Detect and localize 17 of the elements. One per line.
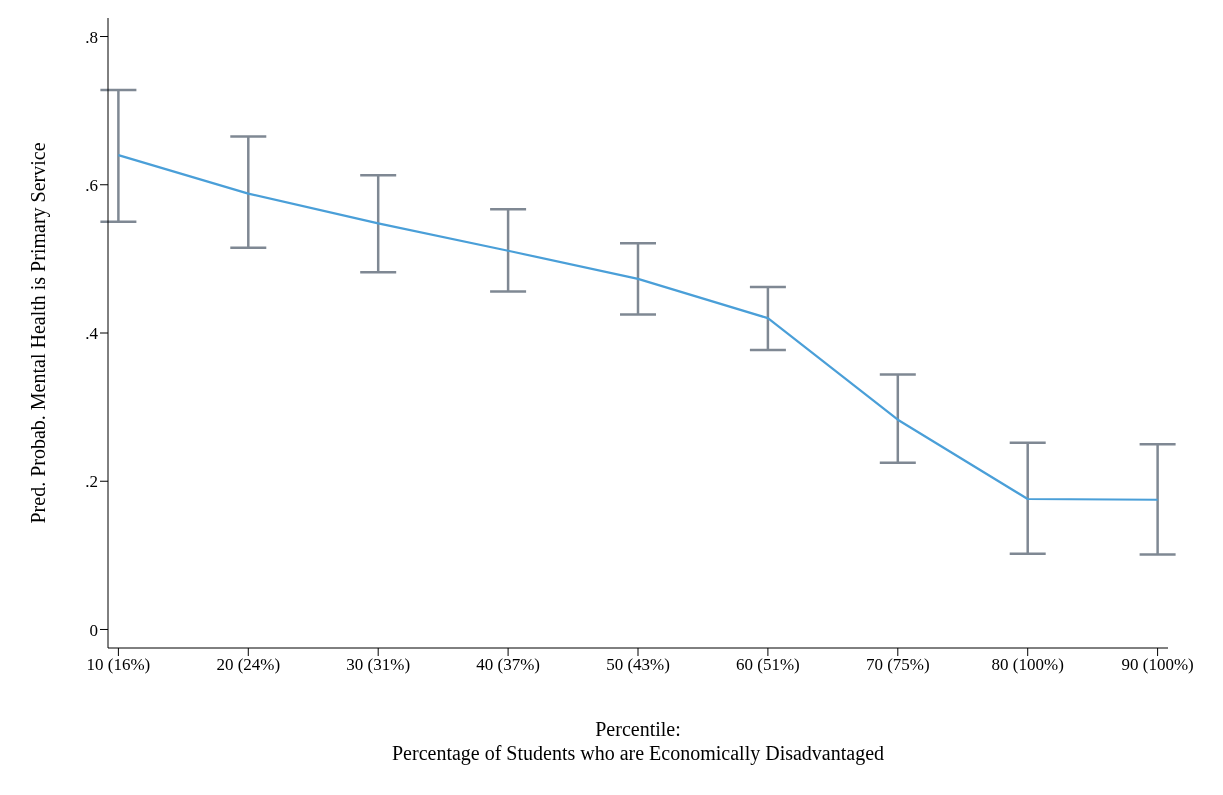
- y-tick-label: .4: [85, 324, 99, 344]
- y-tick-label: .6: [85, 175, 98, 195]
- y-tick-label: .2: [85, 472, 98, 492]
- x-tick-label: 80 (100%): [991, 655, 1064, 675]
- x-tick-label: 10 (16%): [86, 655, 151, 675]
- y-tick-label: 0: [89, 620, 98, 640]
- x-tick-label: 70 (75%): [865, 655, 930, 675]
- line-series: [117, 154, 1159, 501]
- y-axis-title: Pred. Probab. Mental Health is Primary Service: [27, 142, 51, 524]
- x-tick-label: 60 (51%): [736, 655, 800, 675]
- x-axis-title: Percentile: Percentage of Students who are Economically Disadvantaged: [391, 718, 885, 765]
- x-tick-label: 40 (37%): [476, 655, 540, 675]
- x-tick-label: 90 (100%): [1121, 655, 1194, 675]
- x-tick-label: 20 (24%): [216, 655, 281, 675]
- x-tick-label: 30 (31%): [346, 655, 411, 675]
- x-tick-label: 50 (43%): [606, 655, 670, 675]
- y-tick-label: .8: [85, 27, 98, 47]
